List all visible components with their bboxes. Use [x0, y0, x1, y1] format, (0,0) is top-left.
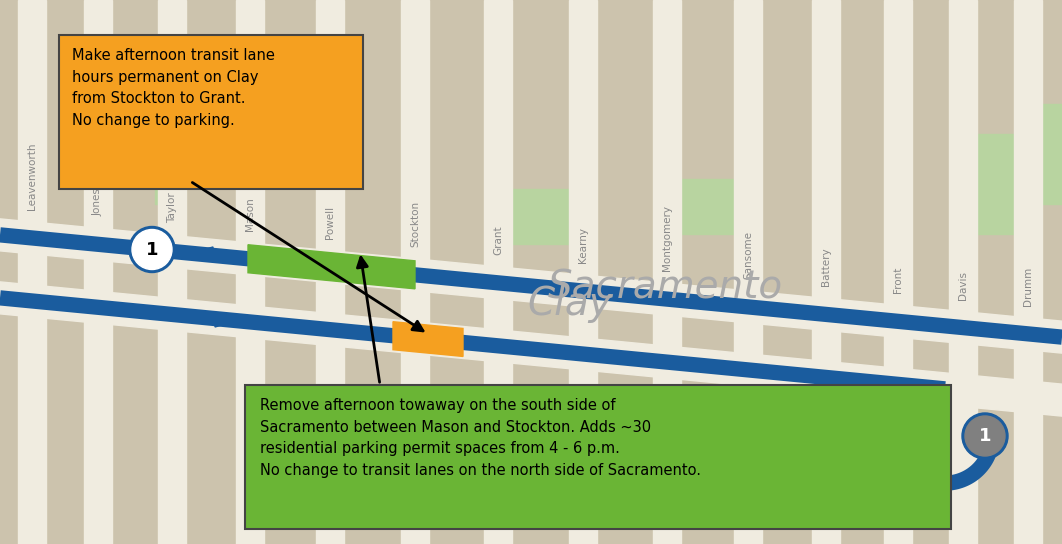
Text: Sacramento: Sacramento — [547, 269, 783, 307]
Circle shape — [965, 416, 1005, 456]
Polygon shape — [512, 268, 569, 544]
Polygon shape — [264, 244, 316, 544]
Text: Mason: Mason — [245, 197, 255, 231]
Text: Battery: Battery — [821, 248, 830, 286]
Polygon shape — [249, 245, 415, 289]
Polygon shape — [112, 262, 158, 297]
Text: Montgomery: Montgomery — [662, 205, 672, 271]
Polygon shape — [46, 255, 84, 290]
Polygon shape — [0, 0, 18, 544]
Polygon shape — [186, 237, 236, 544]
Polygon shape — [344, 0, 401, 353]
Polygon shape — [912, 339, 949, 373]
Text: Powell: Powell — [325, 206, 335, 239]
Polygon shape — [977, 0, 1014, 411]
Text: 1: 1 — [979, 427, 991, 445]
Polygon shape — [681, 317, 734, 353]
Polygon shape — [812, 0, 840, 544]
Text: Taylor: Taylor — [167, 193, 177, 224]
Polygon shape — [1014, 0, 1042, 544]
Polygon shape — [429, 260, 484, 544]
Text: Davis: Davis — [958, 270, 967, 300]
Text: Kearny: Kearny — [578, 227, 588, 263]
Polygon shape — [840, 332, 884, 367]
Polygon shape — [18, 0, 46, 544]
FancyBboxPatch shape — [59, 35, 363, 189]
Polygon shape — [344, 252, 401, 544]
Polygon shape — [0, 282, 1062, 416]
FancyBboxPatch shape — [245, 385, 950, 529]
Polygon shape — [977, 345, 1014, 380]
Polygon shape — [512, 0, 569, 369]
Polygon shape — [667, 179, 746, 234]
Polygon shape — [401, 0, 429, 544]
Polygon shape — [0, 219, 1062, 353]
Polygon shape — [949, 0, 977, 544]
Polygon shape — [1042, 0, 1062, 544]
Text: Make afternoon transit lane
hours permanent on Clay
from Stockton to Grant.
No c: Make afternoon transit lane hours perman… — [72, 48, 275, 128]
Text: Remove afternoon towaway on the south side of
Sacramento between Mason and Stock: Remove afternoon towaway on the south si… — [260, 398, 701, 478]
Polygon shape — [158, 0, 186, 544]
Polygon shape — [763, 292, 812, 544]
Polygon shape — [155, 179, 165, 204]
Polygon shape — [429, 0, 484, 361]
Polygon shape — [840, 0, 884, 399]
Text: Leavenworth: Leavenworth — [27, 143, 37, 210]
Polygon shape — [264, 0, 316, 344]
Text: Jones: Jones — [93, 188, 103, 217]
Text: 1: 1 — [145, 240, 158, 258]
Text: Front: Front — [893, 267, 903, 293]
Circle shape — [962, 413, 1008, 459]
Polygon shape — [429, 292, 484, 329]
Polygon shape — [186, 269, 236, 305]
Polygon shape — [236, 0, 264, 544]
Polygon shape — [215, 313, 241, 327]
Polygon shape — [963, 134, 1028, 234]
Polygon shape — [186, 0, 236, 337]
Circle shape — [132, 230, 172, 269]
Polygon shape — [569, 0, 597, 544]
Text: Sansome: Sansome — [743, 231, 753, 279]
Polygon shape — [884, 0, 912, 544]
Text: Drumm: Drumm — [1023, 267, 1033, 306]
Circle shape — [129, 226, 175, 273]
Polygon shape — [316, 0, 344, 544]
Polygon shape — [46, 0, 84, 322]
Polygon shape — [840, 300, 884, 544]
Polygon shape — [763, 0, 812, 392]
Polygon shape — [484, 0, 512, 544]
Polygon shape — [597, 0, 653, 377]
Polygon shape — [187, 247, 213, 261]
Polygon shape — [112, 230, 158, 544]
Polygon shape — [112, 0, 158, 329]
Polygon shape — [734, 0, 763, 544]
Text: Grant: Grant — [493, 225, 503, 255]
Polygon shape — [653, 0, 681, 544]
Polygon shape — [681, 285, 734, 544]
Polygon shape — [512, 300, 569, 337]
Polygon shape — [597, 276, 653, 544]
Polygon shape — [1028, 104, 1062, 204]
Polygon shape — [912, 307, 949, 544]
Polygon shape — [498, 189, 580, 244]
Text: Stockton: Stockton — [410, 201, 419, 247]
Polygon shape — [681, 0, 734, 385]
Polygon shape — [912, 0, 949, 405]
Polygon shape — [264, 276, 316, 312]
Polygon shape — [46, 223, 84, 544]
Polygon shape — [344, 284, 401, 320]
Polygon shape — [597, 308, 653, 345]
Polygon shape — [393, 322, 463, 356]
Polygon shape — [84, 0, 112, 544]
Polygon shape — [977, 313, 1014, 544]
Polygon shape — [763, 324, 812, 360]
Text: Clay: Clay — [528, 285, 613, 323]
